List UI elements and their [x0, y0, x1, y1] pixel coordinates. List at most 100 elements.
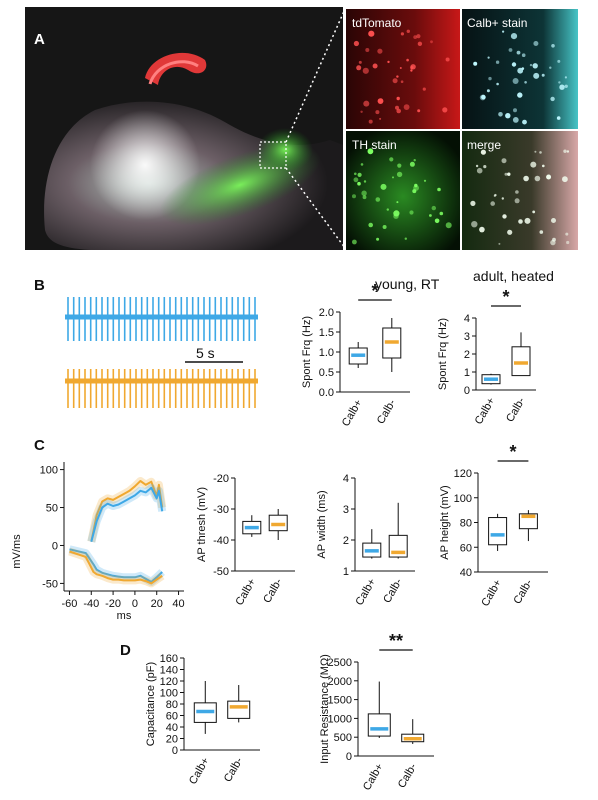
cell-dot: [552, 237, 556, 242]
series-line: [69, 548, 163, 583]
cell-dot: [422, 87, 426, 91]
cell-dot: [410, 64, 416, 70]
box: [488, 517, 508, 546]
y-tick-label: 80: [460, 518, 472, 530]
y-tick-label: -40: [213, 535, 229, 547]
cell-dot: [396, 201, 399, 204]
cell-dot: [515, 190, 519, 194]
cell-dot: [375, 110, 380, 115]
cell-dot: [430, 40, 433, 44]
cell-dot: [551, 44, 555, 48]
category-label: Calb-: [511, 577, 535, 606]
category-label: Calb+: [353, 577, 378, 608]
cell-dot: [406, 58, 409, 62]
cell-dot: [551, 218, 556, 223]
cell-dot: [382, 225, 387, 229]
cell-dot: [437, 187, 441, 192]
cell-dot: [357, 172, 362, 177]
cell-dot: [542, 164, 545, 168]
cell-dot: [360, 110, 363, 114]
cell-dot: [563, 149, 567, 153]
cell-dot: [534, 175, 541, 182]
cell-dot: [362, 195, 367, 200]
cell-dot: [397, 163, 402, 168]
cell-dot: [493, 194, 496, 197]
cell-dot: [504, 172, 508, 176]
cell-dot: [416, 34, 421, 39]
cell-dot: [360, 163, 364, 166]
cell-dot: [431, 205, 436, 211]
y-tick-label: 4: [343, 473, 349, 485]
y-tick-label: 1.0: [319, 347, 334, 359]
panel-a: A tdTomato Calb+ stain TH stain merge: [25, 7, 578, 250]
category-label: Calb+: [233, 577, 258, 608]
cell-dot: [353, 40, 359, 47]
cell-dot: [417, 109, 421, 113]
y-tick-label: 140: [160, 665, 178, 677]
cell-dot: [377, 98, 384, 104]
chart-c0: -50 0 50 100 -60 -40 -20 0 20 40 mV/ms ms: [11, 462, 185, 622]
cell-dot: [352, 194, 356, 199]
cell-dot: [409, 161, 415, 167]
y-axis-label: Spont Frq (Hz): [301, 316, 313, 388]
y-tick-label: 500: [334, 732, 352, 744]
cell-dot: [358, 60, 362, 64]
cell-dot: [479, 226, 485, 233]
cell-dot: [532, 210, 536, 214]
cell-dot: [372, 63, 378, 69]
series-line: [90, 486, 164, 542]
cell-dot: [517, 92, 523, 98]
cell-dot: [392, 176, 394, 179]
cell-dot: [363, 100, 370, 107]
category-label: Calb-: [375, 397, 399, 426]
category-label: Calb-: [504, 395, 528, 424]
cell-dot: [524, 81, 527, 84]
y-tick-label: -50: [42, 578, 58, 590]
cell-dot: [434, 218, 440, 224]
cell-dot: [510, 33, 518, 40]
y-tick-label: 100: [160, 688, 178, 700]
cell-dot: [501, 158, 507, 164]
y-tick-label: 160: [160, 653, 178, 665]
panel-a-label: A: [34, 31, 45, 48]
category-label: Calb+: [340, 398, 365, 429]
cell-dot: [508, 48, 513, 52]
y-tick-label: -30: [213, 504, 229, 516]
category-label: Calb-: [396, 761, 420, 790]
cell-dot: [487, 56, 490, 59]
series-line: [69, 550, 163, 585]
cell-dot: [368, 30, 375, 37]
cell-dot: [365, 48, 370, 52]
cell-dot: [369, 31, 372, 34]
cell-dot: [521, 53, 526, 57]
cell-dot: [512, 117, 519, 123]
micro-label-calb: Calb+ stain: [467, 16, 527, 30]
hippocampus-highlight: [148, 60, 199, 85]
cell-dot: [476, 167, 483, 174]
significance-marker: *: [371, 281, 378, 301]
y-tick-label: 40: [460, 567, 472, 579]
y-tick-label: 1.5: [319, 327, 334, 339]
cell-dot: [558, 81, 561, 84]
cell-dot: [423, 179, 427, 182]
cell-dot: [522, 119, 527, 125]
cell-dot: [413, 185, 419, 191]
cell-dot: [396, 75, 399, 78]
cell-dot: [356, 65, 362, 71]
category-label: Calb+: [479, 578, 504, 609]
cell-dot: [524, 217, 531, 224]
x-axis-label: ms: [117, 610, 132, 622]
series-band: [87, 483, 167, 543]
y-tick-label: 3: [343, 504, 349, 516]
box: [511, 346, 531, 377]
zoom-line-top: [285, 8, 346, 143]
cell-dot: [481, 94, 486, 100]
cell-dot: [533, 41, 539, 46]
y-tick-label: 80: [166, 699, 178, 711]
y-tick-label: 2500: [328, 657, 352, 669]
cell-dot: [368, 222, 374, 228]
category-label: Calb-: [381, 576, 405, 605]
cell-dot: [386, 208, 389, 211]
